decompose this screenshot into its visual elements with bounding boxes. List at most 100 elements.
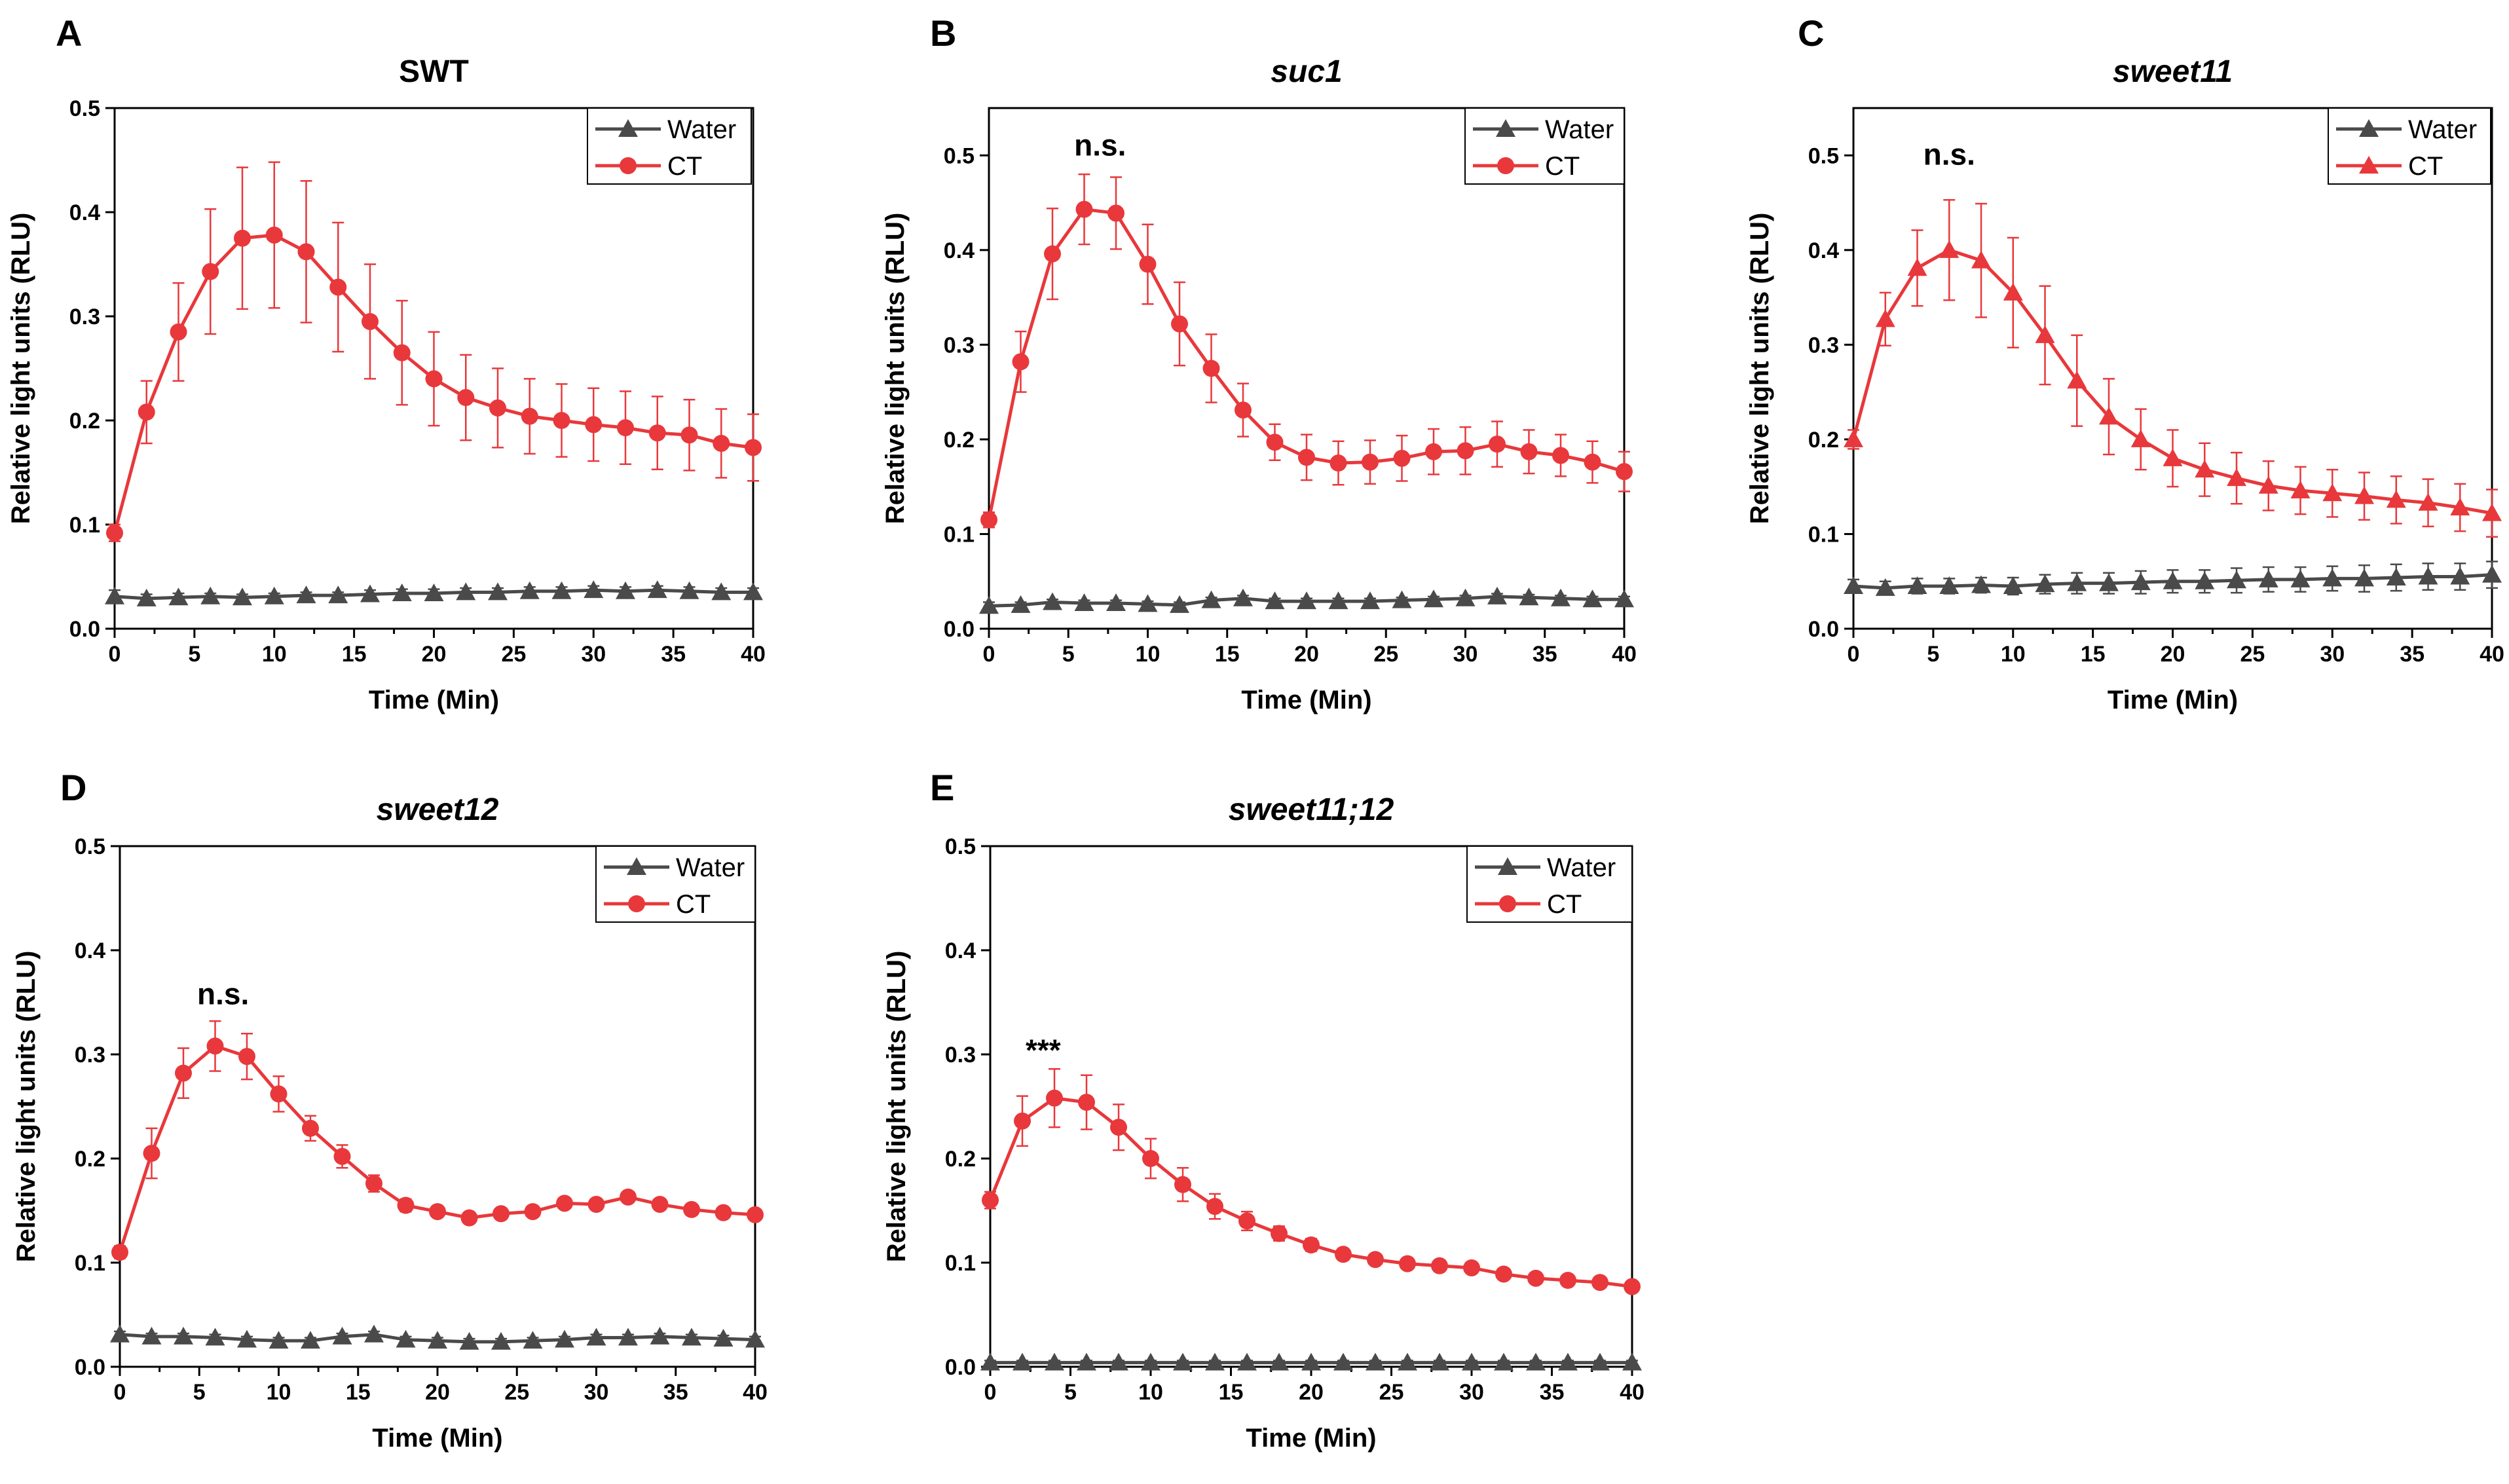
data-point [1939,576,1960,594]
data-point [1430,1352,1449,1371]
data-point [206,1037,224,1055]
x-tick-label: 35 [1540,1380,1565,1405]
data-point [1971,575,1991,593]
series-water [1844,561,2502,596]
data-point [982,1191,999,1209]
data-point [360,584,380,603]
data-point [296,585,316,604]
data-point [1298,449,1315,466]
series-water [980,1352,1642,1371]
panel-letter: A [56,12,82,54]
data-point [1335,1246,1352,1263]
y-tick-label: 0.3 [945,1043,976,1067]
data-point [329,278,347,296]
data-point [1366,1352,1385,1371]
data-point [1552,447,1569,464]
data-point [2418,566,2438,585]
data-point [651,1195,669,1213]
x-tick-label: 25 [501,642,526,667]
data-point [1142,1150,1159,1167]
data-point [616,581,635,599]
data-point [1329,454,1347,472]
data-point [110,1324,130,1343]
x-tick-label: 40 [1612,642,1637,667]
x-tick-label: 20 [2161,642,2185,667]
data-point [524,1203,542,1221]
y-tick-label: 0.2 [69,409,100,434]
data-point [1012,353,1030,371]
data-point [648,424,666,442]
x-tick-label: 20 [1294,642,1319,667]
data-point [2067,573,2087,591]
significance-annotation: n.s. [1074,128,1126,162]
panel-a: A SWT 0.0 0.1 0.2 0.3 0.4 0.5 0 5 10 15 20 25 30 35 40 Ti… [7,12,766,714]
legend-label: Water [2408,115,2477,144]
data-point [711,582,732,601]
data-point [1173,1352,1193,1371]
data-point [488,582,508,601]
legend-label: CT [1547,890,1582,919]
y-tick-label: 0.5 [944,143,975,168]
legend-box [2328,107,2491,185]
legend: Water CT [1466,845,1633,923]
data-point [1238,1212,1255,1230]
data-point [1269,1352,1289,1371]
data-point [2386,490,2406,508]
data-point [2386,567,2406,585]
data-point [1558,1352,1578,1371]
data-point [429,1203,446,1221]
x-tick-label: 40 [2480,642,2504,667]
data-point [265,226,283,244]
x-tick-label: 30 [2320,642,2345,667]
x-tick-label: 15 [1219,1380,1244,1405]
data-point [1424,589,1443,608]
x-tick-label: 25 [504,1380,529,1405]
chart-title: sweet12 [377,792,499,827]
y-tick-label: 0.2 [944,428,975,453]
data-point [745,1329,765,1348]
data-point [1265,591,1285,610]
data-point [1527,1269,1544,1287]
significance-annotation: *** [1026,1033,1061,1067]
y-tick-label: 0.0 [1808,617,1839,642]
x-tick-label: 10 [1136,642,1161,667]
data-point [1301,1352,1321,1371]
data-point [428,1331,447,1349]
y-tick-label: 0.0 [69,617,100,642]
data-point [2035,574,2055,593]
legend-marker [618,119,638,137]
legend: Water CT [595,845,756,923]
data-point [2003,576,2023,594]
data-point [1043,592,1062,610]
data-point [141,1326,162,1345]
data-point [620,1188,637,1206]
data-point [1614,589,1634,608]
data-point [1907,258,1927,276]
legend-marker [1496,119,1515,137]
data-point [457,389,475,407]
data-point [1201,590,1221,608]
x-tick-label: 40 [741,642,766,667]
x-axis-label: Time (Min) [1241,686,1371,714]
panel-letter: E [930,767,954,808]
x-tick-label: 10 [267,1380,291,1405]
data-point [1520,443,1538,460]
y-axis-label: Relative light units (RLU) [1745,213,1774,525]
x-tick-label: 15 [1215,642,1240,667]
data-point [1487,586,1507,604]
y-tick-label: 0.3 [1808,333,1839,358]
data-point [2290,569,2311,587]
data-point [238,1048,255,1066]
data-point [1044,245,1061,263]
y-tick-label: 0.4 [944,238,975,263]
data-point [105,586,124,604]
x-axis-label: Time (Min) [1246,1424,1376,1453]
data-point [1360,591,1380,610]
data-point [2227,570,2246,589]
data-point [682,1327,701,1346]
data-point [237,1329,257,1348]
data-point [587,1195,605,1213]
